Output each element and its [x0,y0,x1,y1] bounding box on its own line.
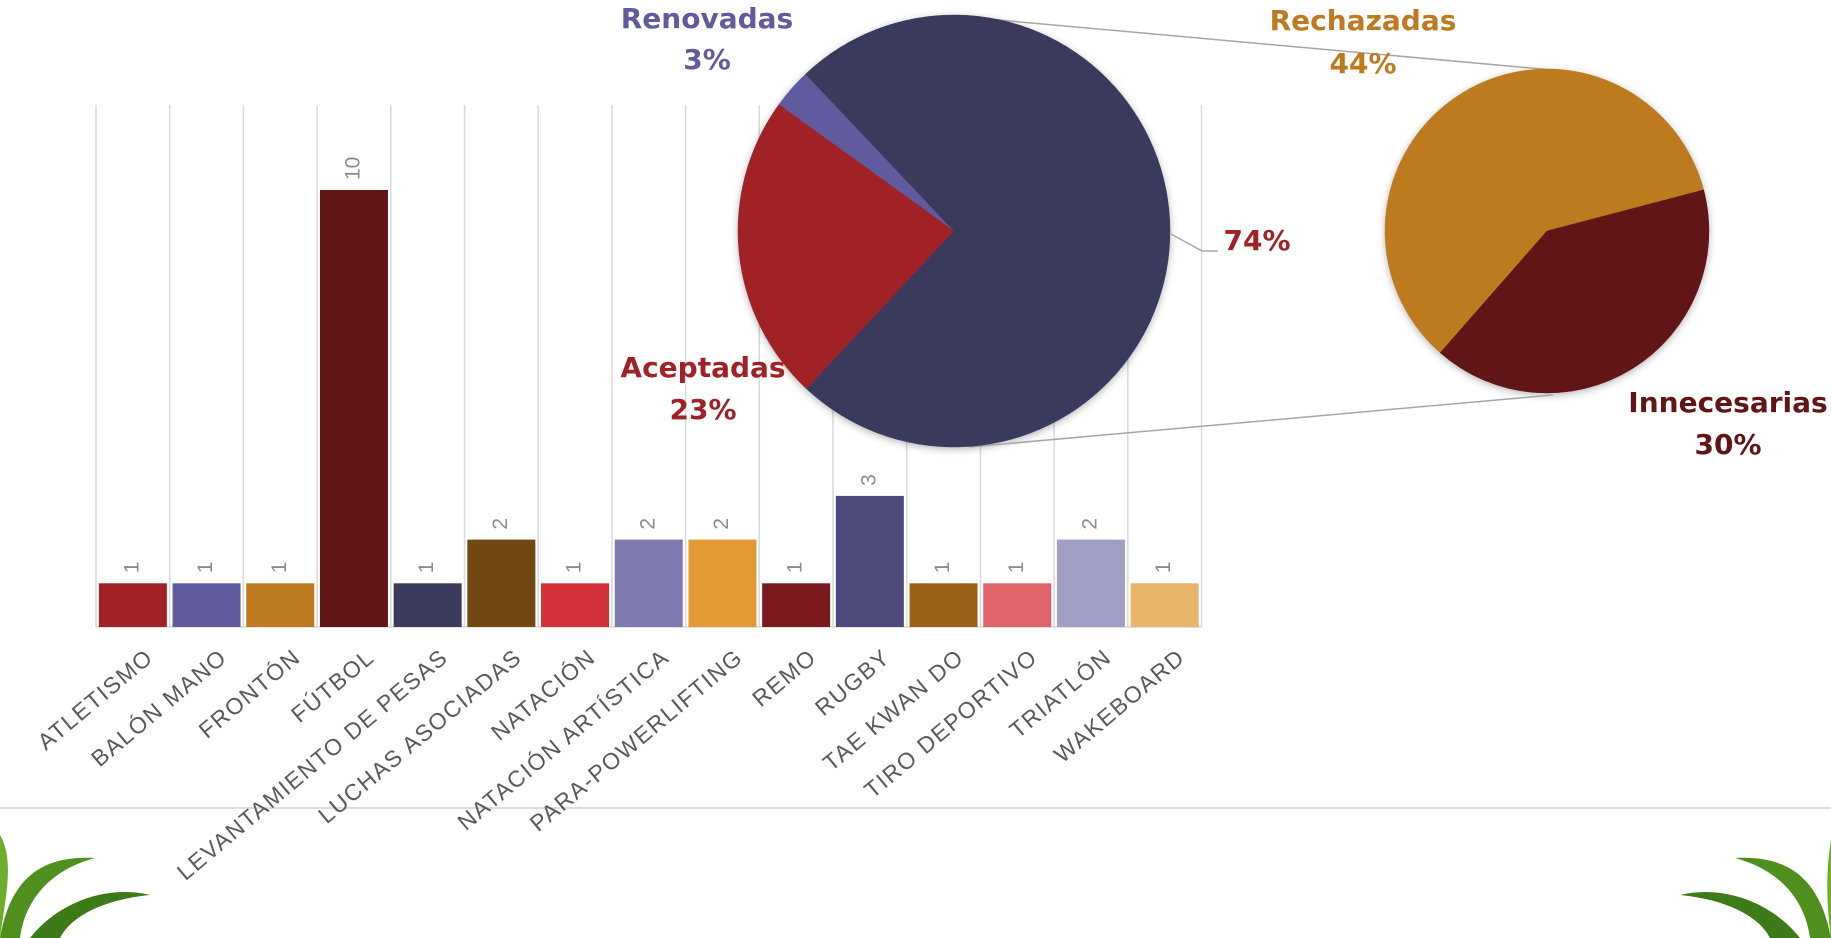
bar [319,190,388,627]
bar [1056,539,1125,627]
bar [688,539,757,627]
value-label: 3 [857,474,880,486]
bar [246,583,315,627]
slice-value-label: 3% [683,43,731,76]
bar [172,583,241,627]
value-label: 10 [341,157,364,180]
value-label: 1 [1005,562,1028,574]
slice-label: Innecesarias [1628,386,1827,419]
value-label: 1 [268,562,291,574]
value-label: 1 [120,562,143,574]
plant-left [0,835,150,938]
x-tick-label: LEVANTAMIENTO DE PESAS [172,644,453,886]
plant-right [1680,840,1831,938]
bar [909,583,978,627]
value-label: 1 [194,562,217,574]
value-label: 2 [489,518,512,530]
slice-value-label: 23% [669,393,736,426]
bar [1130,583,1199,627]
value-label: 1 [784,562,807,574]
slice-value-label: 74% [1223,224,1290,257]
pie-slice [737,104,955,390]
value-label: 1 [563,562,586,574]
slice-label: Rechazadas [1270,4,1457,37]
x-tick-label: WAKEBOARD [1049,644,1190,768]
slice-value-label: 30% [1694,428,1761,461]
slice-value-label: 44% [1329,47,1396,80]
bar [467,539,536,627]
bar [614,539,683,627]
value-label: 1 [931,562,954,574]
bar [835,495,904,627]
slice-label: Renovadas [621,2,793,35]
connector [968,394,1554,448]
pie-slice [1384,68,1705,354]
pie-slice [1439,189,1710,394]
value-label: 1 [1152,562,1175,574]
bar [762,583,831,627]
bar [98,583,167,627]
x-tick-label: BALÓN MANO [86,644,232,772]
bar [983,583,1052,627]
bar [541,583,610,627]
value-label: 2 [710,518,733,530]
value-label: 1 [415,562,438,574]
pie-slice [805,14,1171,448]
leader-line [1170,233,1218,252]
connector [953,15,1554,71]
value-label: 2 [636,518,659,530]
value-label: 2 [1078,518,1101,530]
slice-label: Aceptadas [620,351,785,384]
bar [393,583,462,627]
